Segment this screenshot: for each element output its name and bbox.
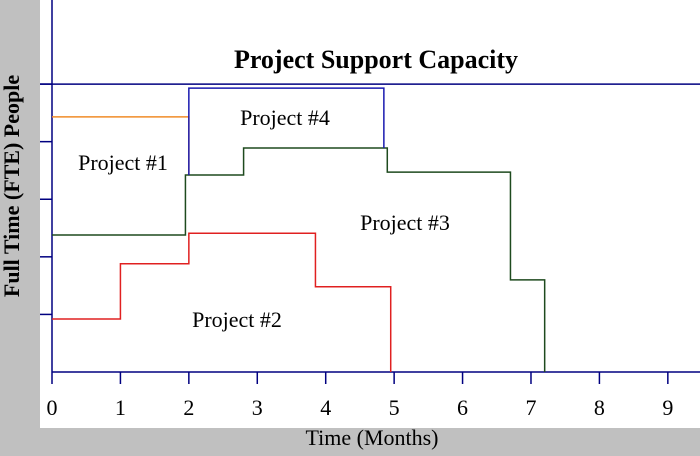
- x-axis-label: Time (Months): [305, 425, 438, 450]
- series-label: Project #2: [192, 307, 282, 332]
- chart-title: Project Support Capacity: [234, 45, 518, 74]
- series-label: Project #1: [78, 150, 168, 175]
- x-tick-label: 0: [47, 395, 58, 420]
- x-tick-label: 1: [115, 395, 126, 420]
- x-tick-label: 6: [457, 395, 468, 420]
- x-tick-label: 4: [320, 395, 331, 420]
- plot-background: [40, 0, 700, 428]
- x-tick-label: 5: [389, 395, 400, 420]
- series-line: [188, 87, 385, 176]
- series-label: Project #4: [240, 105, 330, 130]
- x-tick-label: 2: [183, 395, 194, 420]
- series-label: Project #3: [360, 210, 450, 235]
- series-line: [52, 147, 546, 372]
- x-tick-label: 7: [525, 395, 536, 420]
- x-tick-label: 3: [252, 395, 263, 420]
- x-tick-label: 8: [594, 395, 605, 420]
- series-line: [52, 232, 392, 372]
- y-axis-label: Full Time (FTE) People: [0, 75, 24, 297]
- x-tick-label: 9: [662, 395, 673, 420]
